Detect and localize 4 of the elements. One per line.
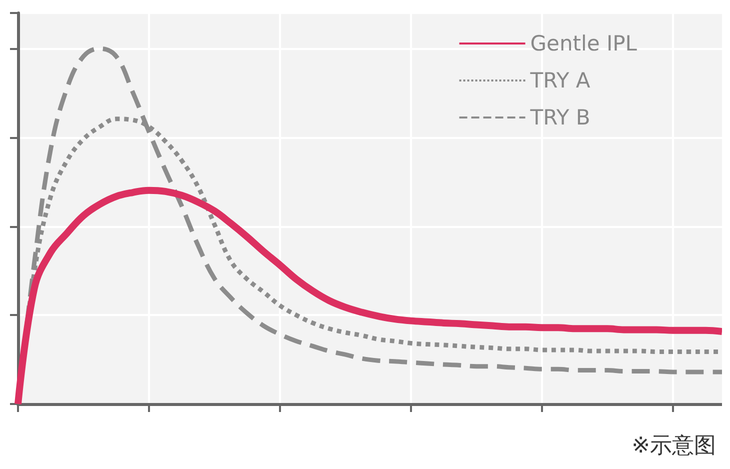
legend-label: TRY A: [529, 68, 591, 92]
text: ※示意图: [632, 434, 716, 458]
legend-label: Gentle IPL: [530, 32, 638, 56]
legend-label: TRY B: [529, 106, 590, 130]
